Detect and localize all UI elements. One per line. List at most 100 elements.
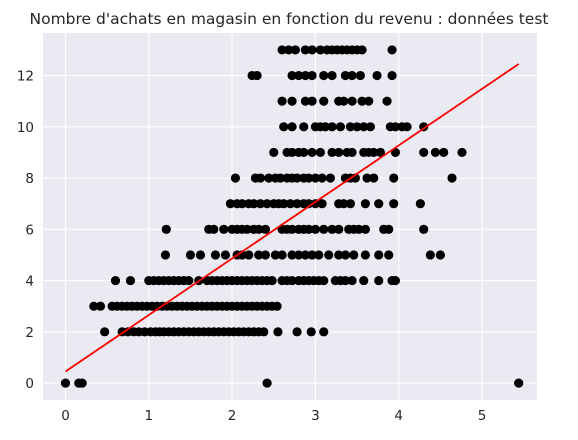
data-point	[95, 301, 106, 311]
data-point	[345, 122, 355, 132]
data-point	[195, 250, 206, 260]
data-point	[242, 224, 252, 234]
data-point	[359, 275, 369, 286]
data-point	[430, 147, 440, 158]
y-tick-label: 8	[25, 171, 34, 187]
data-point	[382, 96, 392, 106]
data-point	[254, 250, 264, 260]
data-point	[334, 250, 344, 260]
data-point	[300, 70, 311, 81]
data-point	[294, 70, 304, 81]
data-point	[277, 45, 287, 55]
data-point	[307, 250, 317, 260]
data-point	[269, 147, 279, 158]
data-point	[419, 147, 429, 158]
data-point	[354, 224, 364, 234]
data-point	[327, 224, 337, 234]
y-tick-label: 10	[17, 120, 34, 136]
data-point	[324, 250, 334, 260]
data-point	[220, 250, 231, 260]
data-point	[340, 275, 350, 286]
data-point	[259, 327, 269, 337]
data-point	[347, 70, 357, 81]
data-point	[384, 250, 394, 260]
data-point	[77, 378, 87, 388]
data-point	[347, 147, 357, 158]
x-tick-label: 1	[145, 408, 154, 424]
data-point	[402, 122, 412, 132]
data-point	[89, 301, 99, 311]
data-point	[290, 45, 301, 55]
data-point	[262, 199, 272, 209]
x-tick-label: 0	[61, 408, 70, 424]
data-point	[264, 173, 274, 183]
data-point	[390, 122, 400, 132]
data-point	[306, 327, 316, 337]
data-point	[314, 250, 324, 260]
data-point	[447, 173, 457, 183]
data-point	[347, 275, 357, 286]
data-point	[254, 224, 264, 234]
data-point	[310, 224, 321, 234]
data-point	[300, 45, 311, 55]
data-point	[299, 122, 309, 132]
data-point	[345, 199, 355, 209]
y-tick-label: 2	[25, 325, 34, 341]
data-point	[260, 224, 271, 234]
data-point	[161, 224, 171, 234]
data-point	[335, 122, 345, 132]
data-point	[340, 70, 350, 81]
x-tick-label: 2	[228, 408, 237, 424]
data-point	[209, 224, 219, 234]
data-point	[319, 275, 329, 286]
data-point	[255, 173, 266, 183]
chart-title: Nombre d'achats en magasin en fonction d…	[30, 10, 549, 28]
data-point	[237, 199, 247, 209]
data-point	[125, 275, 136, 286]
data-point	[317, 199, 327, 209]
data-point	[273, 327, 283, 337]
data-point	[457, 147, 467, 158]
data-point	[389, 173, 399, 183]
data-point	[339, 199, 349, 209]
data-point	[185, 250, 196, 260]
data-point	[360, 224, 370, 234]
data-point	[439, 147, 449, 158]
data-point	[339, 96, 349, 106]
data-point	[387, 70, 397, 81]
data-point	[319, 224, 329, 234]
x-tick-label: 4	[394, 408, 403, 424]
data-point	[277, 250, 287, 260]
data-point	[287, 122, 297, 132]
data-point	[260, 250, 271, 260]
data-point	[425, 250, 435, 260]
data-point	[327, 122, 337, 132]
data-point	[357, 96, 367, 106]
data-point	[360, 199, 370, 209]
regression-line	[64, 63, 520, 373]
data-point	[435, 250, 445, 260]
data-point	[364, 96, 374, 106]
data-point	[279, 199, 289, 209]
data-point	[310, 173, 321, 183]
data-point	[275, 173, 286, 183]
data-point	[320, 122, 331, 132]
data-point	[294, 250, 304, 260]
data-point	[317, 173, 327, 183]
data-point	[300, 250, 311, 260]
data-point	[272, 301, 282, 311]
data-point	[262, 378, 272, 388]
data-point	[225, 199, 236, 209]
data-point	[384, 224, 394, 234]
data-point	[315, 147, 326, 158]
data-point	[230, 173, 241, 183]
data-point	[277, 96, 287, 106]
data-point	[110, 275, 121, 286]
data-point	[327, 70, 337, 81]
data-point	[160, 250, 171, 260]
y-tick-label: 6	[25, 222, 34, 238]
data-point	[349, 250, 359, 260]
x-tick-label: 3	[311, 408, 320, 424]
